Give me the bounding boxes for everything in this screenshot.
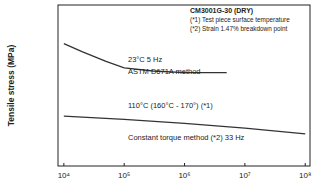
- x-tick: [124, 163, 125, 166]
- annotation: 23°C 5 Hz: [128, 55, 163, 64]
- x-tick-label: 10⁴: [58, 171, 71, 180]
- x-tick-label: 10⁷: [239, 171, 251, 180]
- x-tick-label: 10⁵: [118, 171, 130, 180]
- annotation: ASTM D671A method: [128, 67, 201, 76]
- chart: 10⁴ 10⁵ 10⁶ 10⁷ 10⁸ Tensile stress (MPa) CM300…: [0, 0, 316, 184]
- x-tick: [244, 163, 245, 166]
- annotation: CM3001G-30 (DRY): [190, 7, 253, 15]
- x-tick-label: 10⁸: [299, 171, 311, 180]
- x-tick: [305, 163, 306, 166]
- annotation: (*2) Strain 1.47% breakdown point: [190, 25, 288, 33]
- series-group: [64, 44, 305, 134]
- annotation: 110°C (160°C - 170°) (*1): [128, 101, 213, 110]
- y-axis-label: Tensile stress (MPa): [6, 45, 16, 127]
- annotation: (*1) Test piece surface temperature: [190, 16, 290, 24]
- series-line: [64, 116, 305, 134]
- x-tick: [63, 163, 64, 166]
- x-tick: [184, 163, 185, 166]
- plot-frame: [58, 5, 310, 166]
- x-tick-label: 10⁶: [178, 171, 190, 180]
- annotation: Constant torque method (*2) 33 Hz: [128, 133, 245, 142]
